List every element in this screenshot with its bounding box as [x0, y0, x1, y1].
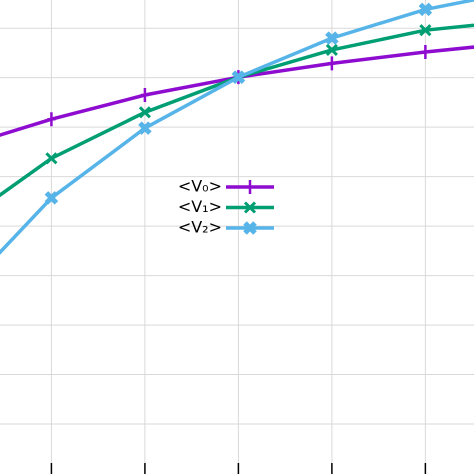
series-line — [0, 23, 474, 198]
marker — [138, 106, 151, 119]
data-point — [138, 121, 152, 135]
data-point — [231, 70, 246, 84]
legend-label: <V₀> — [178, 177, 222, 196]
marker — [243, 221, 257, 235]
data-point — [140, 87, 149, 102]
data-point — [138, 106, 151, 119]
data-point — [325, 43, 338, 57]
marker — [231, 70, 246, 84]
marker — [243, 201, 257, 214]
marker — [246, 180, 254, 194]
marker — [419, 24, 432, 37]
data-point — [421, 44, 430, 59]
marker — [421, 44, 430, 59]
marker — [138, 121, 152, 135]
legend-label: <V₁> — [178, 197, 222, 216]
data-point — [327, 56, 336, 71]
data-point — [325, 31, 339, 45]
plot-area — [0, 0, 474, 255]
series-line — [0, 45, 474, 137]
legend: <V₀><V₁> <V₂> — [178, 177, 274, 237]
marker — [418, 2, 433, 17]
marker — [327, 56, 336, 71]
data-point — [45, 152, 58, 165]
marker — [325, 31, 339, 45]
data-point — [419, 24, 432, 37]
data-point — [47, 112, 56, 127]
legend-label: <V₂> — [178, 218, 222, 237]
marker — [325, 43, 338, 57]
marker — [47, 112, 56, 127]
marker — [45, 152, 58, 165]
marker — [140, 87, 149, 102]
data-point — [418, 2, 433, 17]
data-point — [44, 191, 59, 205]
marker — [44, 191, 59, 205]
